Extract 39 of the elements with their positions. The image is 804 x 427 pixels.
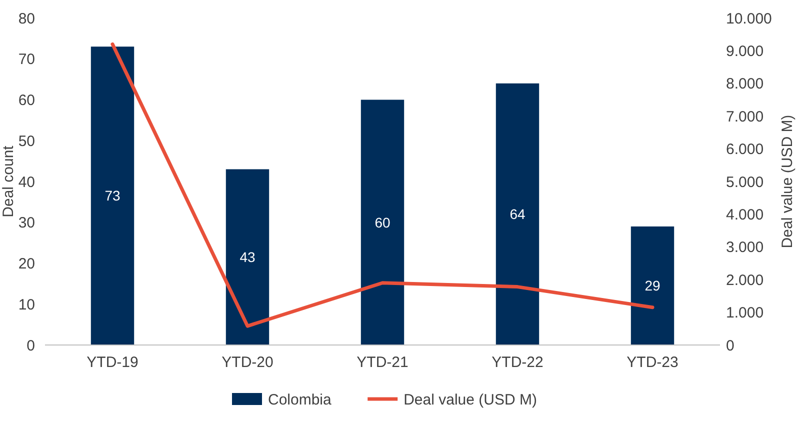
data-label: 60: [374, 214, 390, 230]
y2-tick-label: 7.000: [726, 108, 764, 126]
x-tick-label: YTD-22: [492, 354, 544, 371]
y2-tick-label: 0: [726, 337, 734, 354]
bar: [630, 226, 674, 345]
bar: [90, 46, 134, 345]
y2-tick-label: 2.000: [726, 272, 764, 289]
legend-label: Colombia: [268, 391, 332, 408]
y-tick-label: 80: [18, 10, 35, 28]
data-label: 73: [104, 188, 120, 204]
y-tick-label: 20: [18, 256, 35, 272]
x-tick-label: YTD-20: [222, 354, 274, 371]
x-tick-label: YTD-21: [356, 354, 408, 371]
y-tick-label: 50: [18, 132, 35, 150]
y-axis-title: Deal count: [0, 144, 17, 218]
y2-tick-label: 5.000: [726, 174, 764, 191]
y2-tick-label: 9.000: [726, 42, 764, 60]
x-tick-label: YTD-23: [626, 354, 678, 371]
y2-tick-label: 1.000: [726, 304, 764, 322]
bar: [226, 169, 270, 345]
bar: [360, 100, 404, 345]
y2-tick-label: 4.000: [726, 206, 764, 224]
y2-axis-title: Deal value (USD M): [779, 114, 796, 248]
y2-tick-label: 8.000: [726, 76, 764, 93]
y-tick-label: 60: [18, 92, 35, 109]
data-label: 29: [644, 278, 660, 294]
y2-tick-label: 6.000: [726, 141, 764, 158]
bar: [496, 83, 540, 345]
y2-tick-label: 3.000: [726, 239, 764, 256]
x-tick-label: YTD-19: [86, 354, 138, 371]
data-label: 64: [510, 206, 526, 222]
y-tick-label: 10: [18, 296, 35, 314]
y2-tick-label: 10.000: [726, 10, 772, 28]
y-tick-label: 30: [18, 214, 35, 232]
y-tick-label: 40: [18, 174, 35, 191]
data-label: 43: [240, 249, 256, 266]
y-tick-label: 0: [26, 337, 35, 354]
y-tick-label: 70: [18, 51, 35, 68]
legend-label: Deal value (USD M): [404, 391, 537, 408]
